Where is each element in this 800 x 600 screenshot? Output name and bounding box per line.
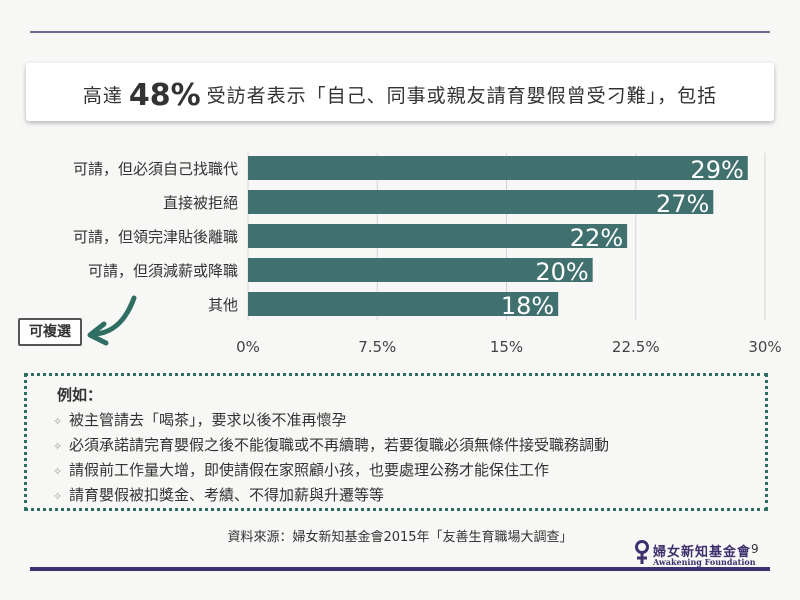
x-tick-label: 15% <box>490 338 523 356</box>
bar-chart-canvas: 0% 7.5% 15% 22.5% 30% 29% 27% 22% 20% 18% <box>236 153 782 356</box>
category-label: 可請，但領完津貼後離職 <box>72 228 238 246</box>
diamond-bullet-icon: ✧ <box>53 440 63 453</box>
bar-value-label: 18% <box>501 292 554 320</box>
bar <box>248 258 593 282</box>
category-label: 可請，但必須自己找職代 <box>72 160 238 178</box>
bar-value-label: 27% <box>656 190 709 218</box>
title-suffix: 受訪者表示「自己、同事或親友請育嬰假曾受刁難」，包括 <box>206 85 718 107</box>
category-label: 可請，但須減薪或降職 <box>87 262 238 280</box>
example-text: 請育嬰假被扣獎金、考績、不得加薪與升遷等等 <box>69 486 385 504</box>
example-text: 請假前工作量大增，即使請假在家照顧小孩，也要處理公務才能保住工作 <box>69 461 550 479</box>
title-banner: 高達 48% 受訪者表示「自己、同事或親友請育嬰假曾受刁難」，包括 <box>26 63 774 121</box>
category-label: 其他 <box>207 296 238 314</box>
logo-name-zh: 婦女新知基金會 <box>653 545 752 560</box>
examples-box: 例如： ✧ 被主管請去「喝茶」，要求以後不准再懷孕 ✧ 必須承諾請完育嬰假之後不能復… <box>24 373 768 511</box>
diamond-bullet-icon: ✧ <box>53 415 63 428</box>
examples-heading: 例如： <box>57 386 103 404</box>
x-tick-label: 30% <box>748 338 781 356</box>
top-divider <box>30 31 770 33</box>
bar <box>248 224 628 248</box>
example-item: ✧ 被主管請去「喝茶」，要求以後不准再懷孕 <box>53 409 347 430</box>
diamond-bullet-icon: ✧ <box>53 465 63 478</box>
source-note: 資料來源：婦女新知基金會2015年「友善生育職場大調查」 <box>227 530 573 545</box>
title-prefix: 高達 <box>82 85 123 107</box>
example-item: ✧ 必須承諾請完育嬰假之後不能復職或不再續聘，若要復職必須無條件接受職務調動 <box>53 434 609 455</box>
bottom-divider <box>30 567 770 571</box>
page-number: 9 <box>751 542 759 556</box>
multi-select-note: 可複選 <box>18 318 82 346</box>
bar-value-label: 29% <box>690 156 743 184</box>
diamond-bullet-icon: ✧ <box>53 490 63 503</box>
female-symbol-icon <box>635 540 649 564</box>
category-label: 直接被拒絕 <box>162 194 238 212</box>
slide-title: 高達 48% 受訪者表示「自己、同事或親友請育嬰假曾受刁難」，包括 <box>26 78 774 113</box>
x-tick-label: 0% <box>236 338 260 356</box>
example-text: 必須承諾請完育嬰假之後不能復職或不再續聘，若要復職必須無條件接受職務調動 <box>69 436 610 454</box>
bar-value-label: 22% <box>570 224 623 252</box>
bar-value-label: 20% <box>535 258 588 286</box>
title-highlight-percent: 48% <box>128 78 201 113</box>
logo-name-en: Awakening Foundation <box>653 557 756 567</box>
bar <box>248 190 714 214</box>
curved-arrow-icon <box>87 295 137 346</box>
example-item: ✧ 請假前工作量大增，即使請假在家照顧小孩，也要處理公務才能保住工作 <box>53 459 549 480</box>
x-tick-label: 22.5% <box>612 338 660 356</box>
bar-chart: 0% 7.5% 15% 22.5% 30% 29% 27% 22% 20% 18% 可請，但必須自… <box>72 153 782 356</box>
x-tick-label: 7.5% <box>358 338 396 356</box>
example-item: ✧ 請育嬰假被扣獎金、考績、不得加薪與升遷等等 <box>53 484 384 505</box>
bar <box>248 156 748 180</box>
example-text: 被主管請去「喝茶」，要求以後不准再懷孕 <box>69 411 347 429</box>
bar <box>248 292 559 316</box>
